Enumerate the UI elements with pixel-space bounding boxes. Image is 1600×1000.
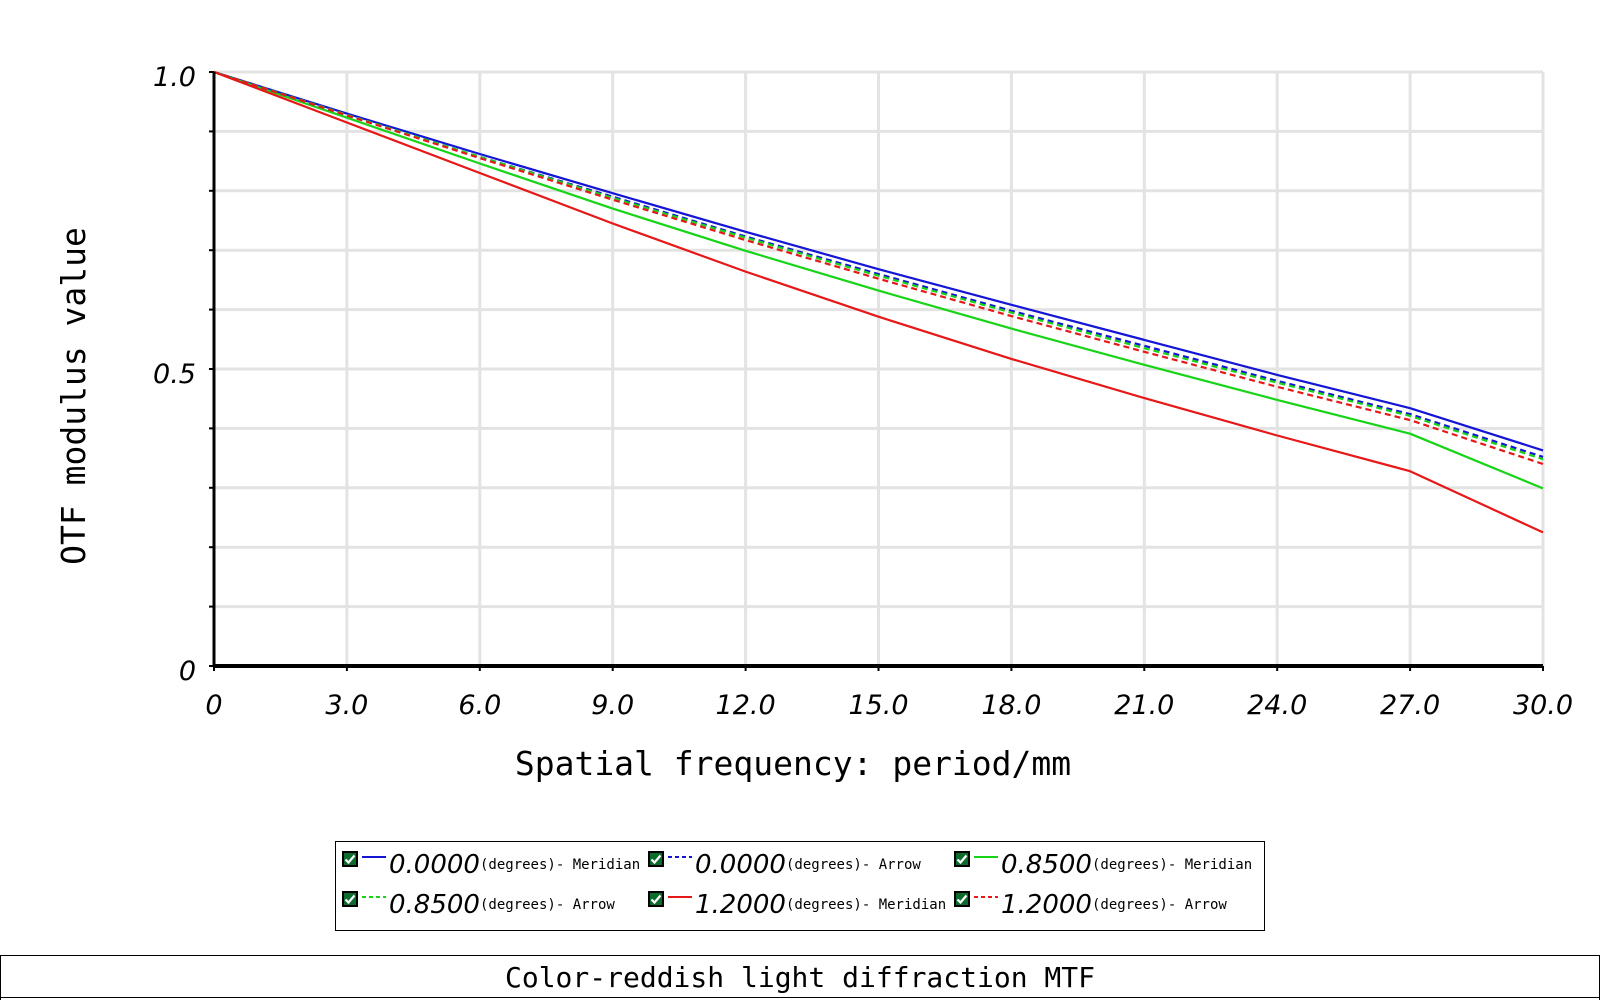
- x-tick-label: 15.0: [848, 690, 908, 721]
- series-line-3: [213, 70, 1544, 490]
- mtf-chart: 0 3.0 6.0 9.0 12.0 15.0 18.0 21.0 24.0 27.0 30.0 0…: [54, 62, 1573, 783]
- legend-checkbox[interactable]: [648, 851, 664, 867]
- chart-caption: Color-reddish light diffraction MTF: [504, 961, 1095, 994]
- legend-field-angle: 0.0000: [389, 850, 480, 880]
- legend-unit: (degrees): [785, 857, 862, 873]
- checkmark-icon: [956, 894, 968, 905]
- series-line-5: [213, 70, 1544, 534]
- legend-line-sample: [668, 856, 692, 858]
- legend-direction: - Arrow: [1167, 897, 1227, 913]
- legend-field-angle: 1.2000: [1001, 890, 1092, 920]
- legend-line-sample: [362, 896, 386, 898]
- series-line-1: [213, 70, 1544, 452]
- legend-checkbox[interactable]: [342, 891, 358, 907]
- y-tick-label: 1.0: [153, 62, 196, 93]
- legend-checkbox[interactable]: [954, 891, 970, 907]
- checkmark-icon: [344, 894, 356, 905]
- legend-unit: (degrees): [479, 857, 556, 873]
- x-tick-label: 12.0: [716, 690, 776, 721]
- checkmark-icon: [650, 854, 662, 865]
- legend-item[interactable]: 1.2000 (degrees) - Arrow: [954, 886, 1227, 924]
- x-tick-label: 30.0: [1513, 690, 1573, 721]
- x-tick-label: 27.0: [1380, 690, 1440, 721]
- legend-unit: (degrees): [1091, 897, 1168, 913]
- y-tick-label: 0.5: [153, 359, 196, 390]
- legend-checkbox[interactable]: [648, 891, 664, 907]
- x-tick-label: 21.0: [1114, 690, 1174, 721]
- x-tick-label: 24.0: [1247, 690, 1307, 721]
- checkmark-icon: [956, 854, 968, 865]
- legend-item[interactable]: 0.8500 (degrees) - Arrow: [342, 886, 615, 924]
- legend-item[interactable]: 1.2000 (degrees) - Meridian: [648, 886, 946, 924]
- legend-line-sample: [974, 896, 998, 898]
- legend-unit: (degrees): [1091, 857, 1168, 873]
- checkmark-icon: [650, 894, 662, 905]
- legend-direction: - Meridian: [861, 897, 947, 913]
- legend-unit: (degrees): [479, 897, 556, 913]
- legend-field-angle: 0.8500: [389, 890, 480, 920]
- series-line-6: [213, 70, 1544, 466]
- axes: [209, 71, 1544, 671]
- y-axis-title: OTF modulus value: [54, 227, 93, 565]
- y-tick-label: 0: [179, 656, 196, 687]
- legend-direction: - Meridian: [555, 857, 641, 873]
- legend-item[interactable]: 0.0000 (degrees) - Meridian: [342, 846, 640, 884]
- x-tick-label: 3.0: [325, 690, 368, 721]
- legend-line-sample: [362, 856, 386, 858]
- legend-unit: (degrees): [785, 897, 862, 913]
- y-tick-labels: 0 0.5 1.0: [153, 62, 196, 687]
- checkmark-icon: [344, 854, 356, 865]
- x-tick-label: 18.0: [981, 690, 1041, 721]
- caption-box: Color-reddish light diffraction MTF: [0, 955, 1600, 1000]
- legend-field-angle: 0.0000: [695, 850, 786, 880]
- legend-item[interactable]: 0.8500 (degrees) - Meridian: [954, 846, 1252, 884]
- legend-item[interactable]: 0.0000 (degrees) - Arrow: [648, 846, 921, 884]
- legend-field-angle: 0.8500: [1001, 850, 1092, 880]
- x-tick-label: 0: [205, 690, 222, 721]
- grid: [214, 70, 1545, 666]
- legend-checkbox[interactable]: [954, 851, 970, 867]
- legend-line-sample: [668, 896, 692, 898]
- x-tick-label: 9.0: [591, 690, 634, 721]
- legend-field-angle: 1.2000: [695, 890, 786, 920]
- legend-line-sample: [974, 856, 998, 858]
- legend-direction: - Arrow: [555, 897, 615, 913]
- series-layer: [213, 70, 1544, 534]
- legend-direction: - Meridian: [1167, 857, 1253, 873]
- x-tick-label: 6.0: [458, 690, 501, 721]
- legend-direction: - Arrow: [861, 857, 921, 873]
- caption-divider-line: [1, 997, 1599, 998]
- legend-checkbox[interactable]: [342, 851, 358, 867]
- x-tick-labels: 0 3.0 6.0 9.0 12.0 15.0 18.0 21.0 24.0 27.0 30.0: [205, 690, 1573, 721]
- x-axis-title: Spatial frequency: period/mm: [515, 744, 1071, 783]
- legend: 0.0000 (degrees) - Meridian 0.0000 (degrees)…: [335, 841, 1265, 931]
